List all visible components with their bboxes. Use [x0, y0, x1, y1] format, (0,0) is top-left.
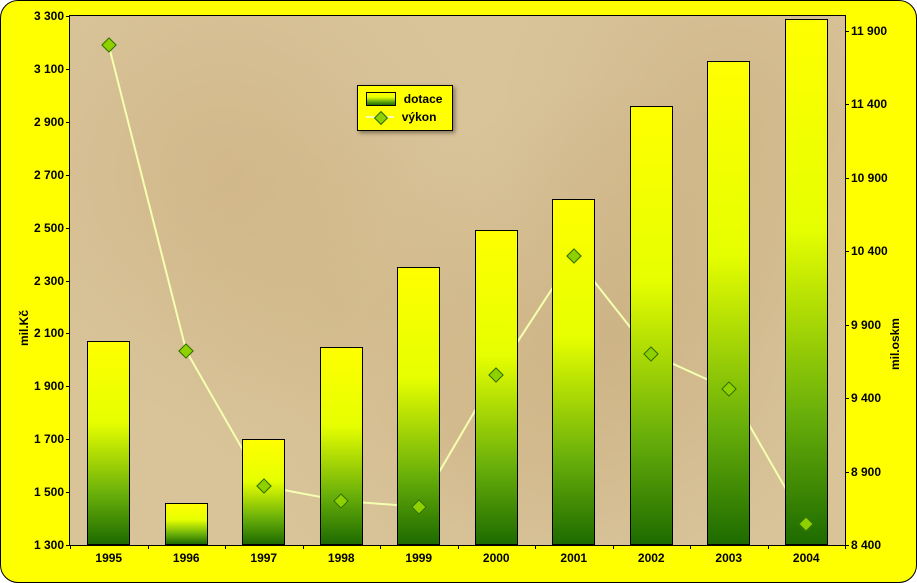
- y-right-tick-label: 11 400: [845, 97, 887, 111]
- y-left-tick-label: 1 500: [34, 485, 70, 499]
- x-tick-label: 1995: [95, 545, 122, 565]
- y-left-tick-label: 1 900: [34, 379, 70, 393]
- x-tick-label: 1999: [405, 545, 432, 565]
- y-right-tick-label: 9 900: [845, 318, 881, 332]
- bar-2002: [630, 106, 673, 545]
- y-left-tick-label: 2 300: [34, 274, 70, 288]
- y-left-tick-label: 1 300: [34, 538, 70, 552]
- legend-label: výkon: [402, 110, 437, 124]
- x-tick-label: 2004: [793, 545, 820, 565]
- legend-swatch-bar: [366, 92, 396, 106]
- bar-2003: [707, 61, 750, 545]
- x-tick-label: 1998: [328, 545, 355, 565]
- axis-label-right: mil.oskm: [888, 318, 902, 370]
- y-right-tick-label: 9 400: [845, 391, 881, 405]
- plot-area: dotace výkon 1 3001 5001 7001 9002 1002 …: [69, 15, 846, 546]
- y-right-tick-label: 8 900: [845, 465, 881, 479]
- y-right-tick-label: 10 400: [845, 244, 888, 258]
- y-left-tick-label: 2 100: [34, 326, 70, 340]
- chart-frame: mil.Kč mil.oskm dotace výkon 1 3001 5001…: [0, 0, 917, 583]
- x-tick-label: 2003: [715, 545, 742, 565]
- marker-1995: [101, 38, 117, 54]
- axis-label-left: mil.Kč: [17, 310, 31, 346]
- y-left-tick-label: 1 700: [34, 432, 70, 446]
- x-tick-label: 2001: [560, 545, 587, 565]
- x-tick-label: 2002: [638, 545, 665, 565]
- y-left-tick-label: 2 500: [34, 221, 70, 235]
- y-left-tick-label: 2 700: [34, 168, 70, 182]
- x-tick-label: 1997: [250, 545, 277, 565]
- legend-label: dotace: [404, 92, 443, 106]
- x-tick-label: 1996: [173, 545, 200, 565]
- legend-item-dotace: dotace: [366, 90, 443, 108]
- marker-1996: [178, 343, 194, 359]
- bar-2004: [785, 19, 828, 545]
- bar-2000: [475, 230, 518, 545]
- bar-1998: [320, 347, 363, 545]
- bar-1996: [165, 503, 208, 545]
- y-right-tick-label: 8 400: [845, 538, 881, 552]
- y-right-tick-label: 10 900: [845, 171, 888, 185]
- x-tick-label: 2000: [483, 545, 510, 565]
- line-series-vykon: [109, 45, 807, 524]
- y-left-tick-label: 3 100: [34, 62, 70, 76]
- legend: dotace výkon: [357, 85, 454, 131]
- legend-swatch-line: [366, 111, 394, 123]
- y-left-tick-label: 2 900: [34, 115, 70, 129]
- y-right-tick-label: 11 900: [845, 24, 887, 38]
- legend-item-vykon: výkon: [366, 108, 443, 126]
- bar-1995: [87, 341, 130, 545]
- y-left-tick-label: 3 300: [34, 9, 70, 23]
